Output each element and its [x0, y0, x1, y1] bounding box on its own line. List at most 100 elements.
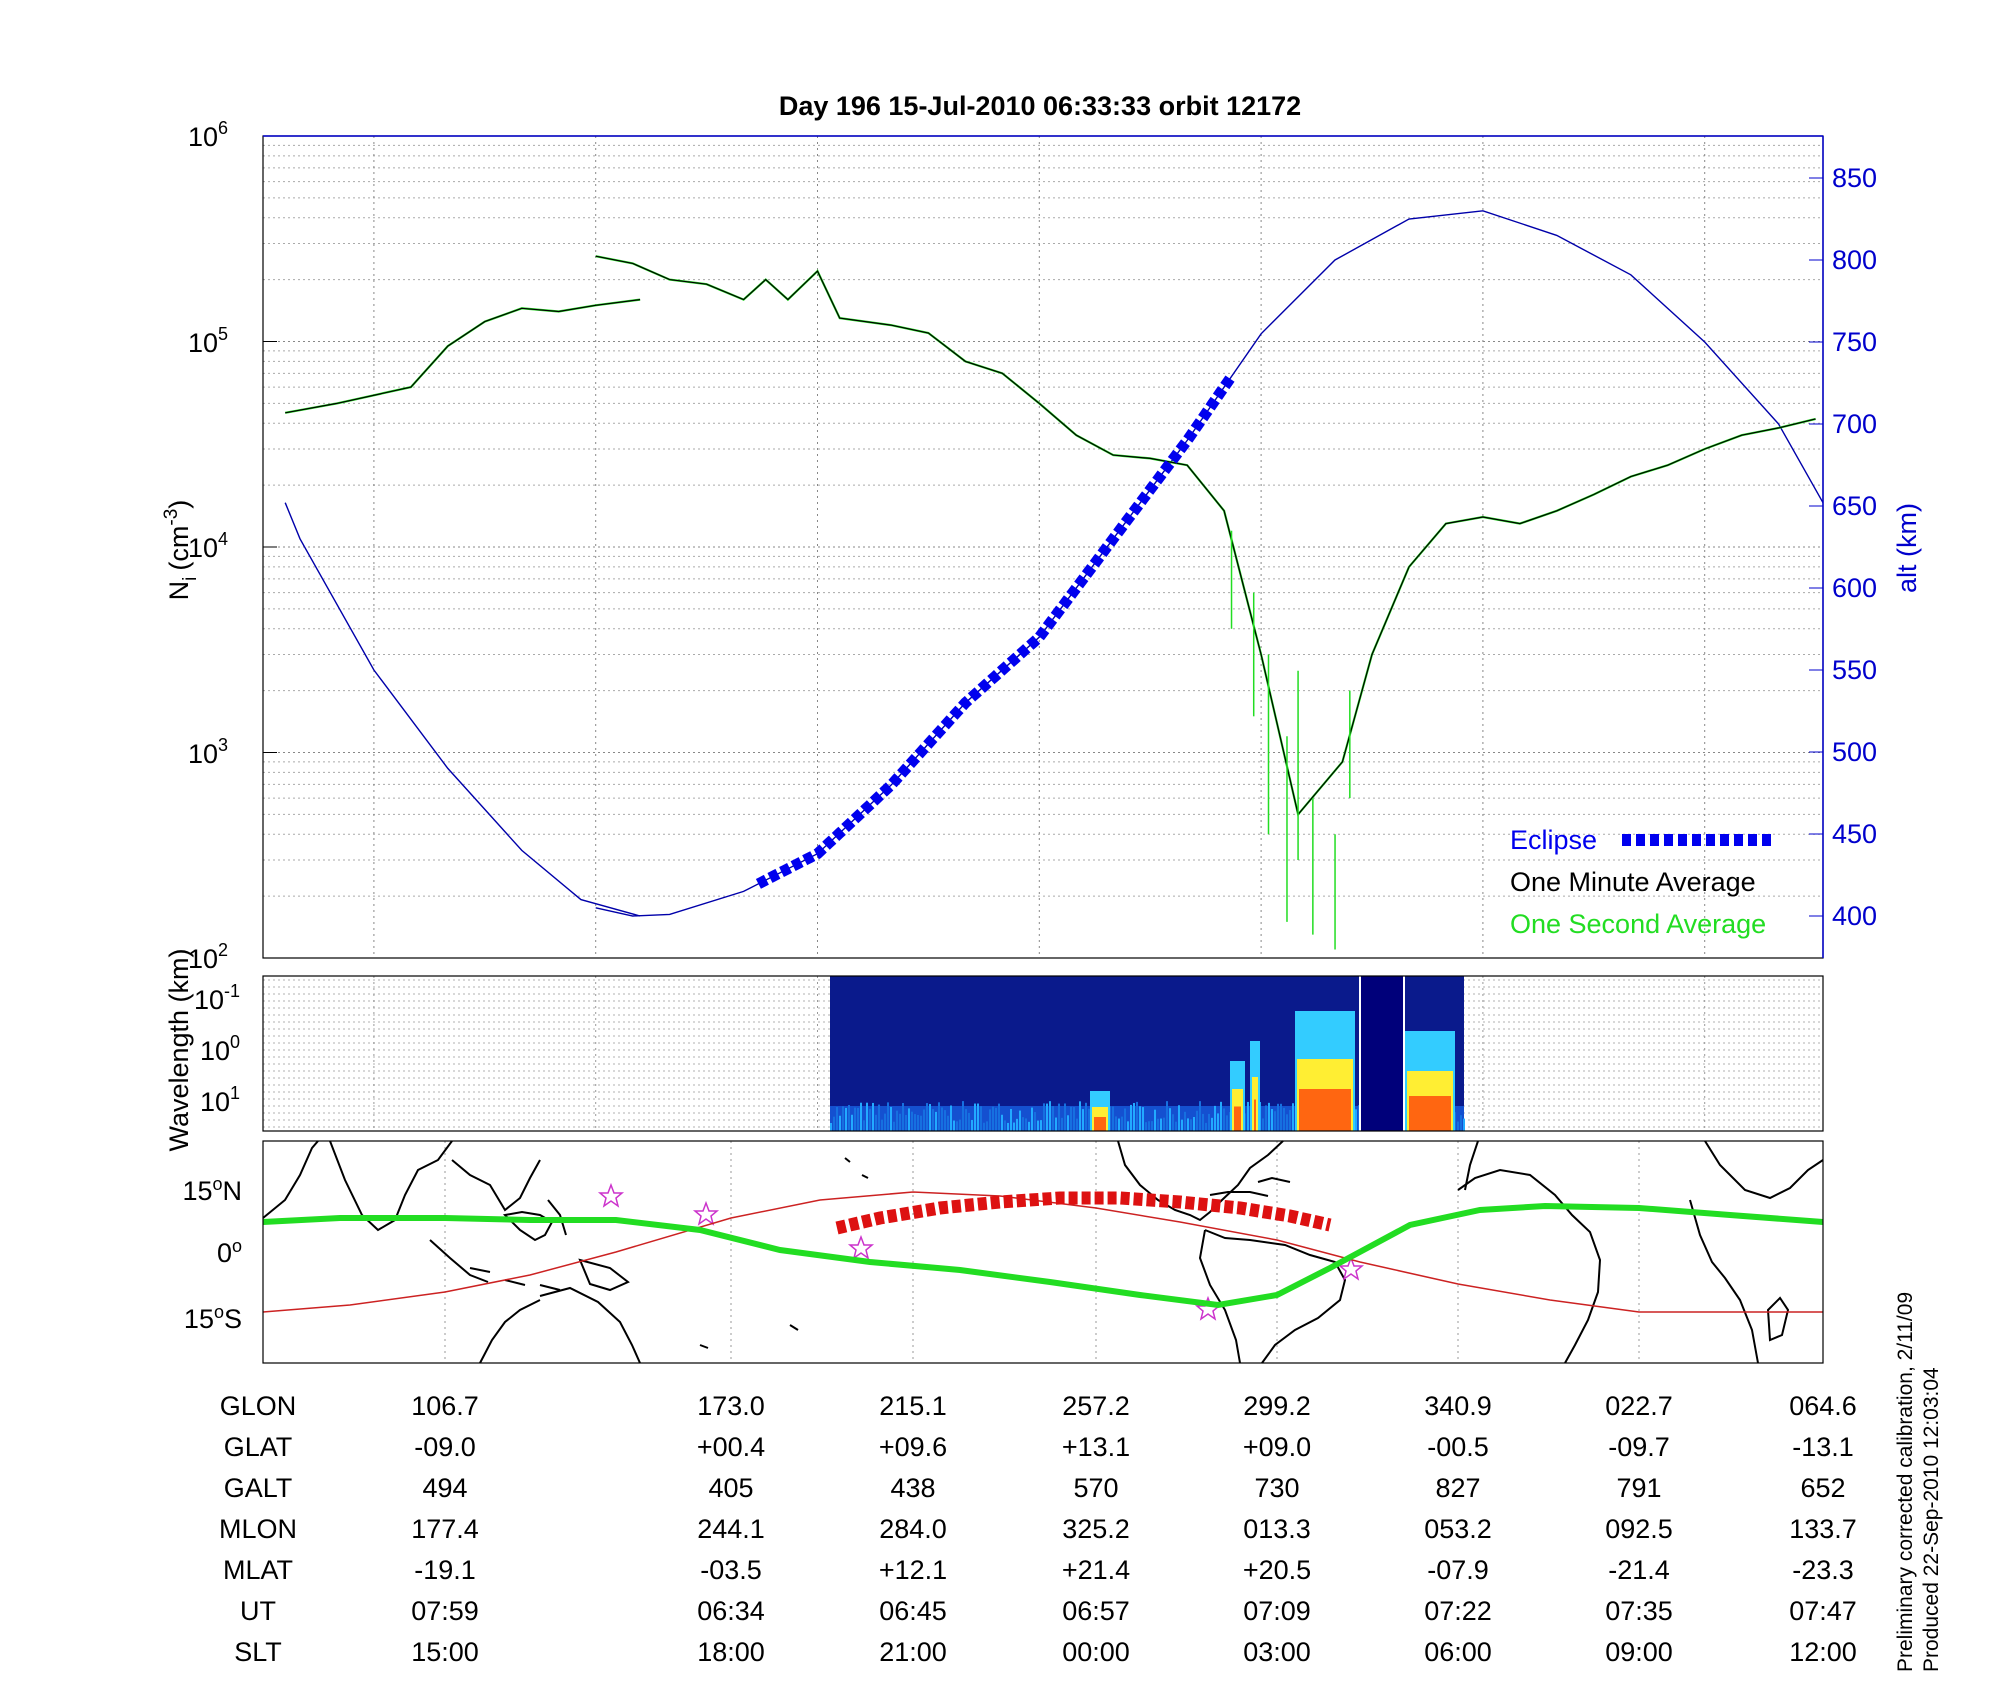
- alt-tick-600: 600: [1832, 573, 1877, 603]
- wavelength-tick-3: 101: [200, 1083, 240, 1117]
- chart-title: Day 196 15-Jul-2010 06:33:33 orbit 12172: [779, 91, 1301, 121]
- spectrogram-column: [1172, 1114, 1174, 1131]
- spectrogram-column: [1208, 1113, 1210, 1131]
- spectrogram-column: [1268, 1102, 1270, 1131]
- spectrogram-column: [926, 1103, 928, 1131]
- map-frame: [262, 1140, 1824, 1364]
- alt-tick-500: 500: [1832, 737, 1877, 767]
- table-cell: 06:57: [1062, 1596, 1130, 1626]
- coastlines: [262, 1140, 1824, 1364]
- spectrogram-column: [869, 1108, 871, 1131]
- spectrogram-frame: [262, 975, 1824, 1132]
- coast-pacific-islands: [699, 1157, 869, 1349]
- density-tick-1e5: 105: [188, 324, 228, 358]
- spectrogram-column: [896, 1110, 898, 1131]
- coast-west-australia: [479, 1299, 541, 1364]
- table-label-mlon: MLON: [219, 1514, 297, 1544]
- production-note: Produced 22-Sep-2010 12:03:04: [1920, 1367, 1943, 1672]
- table-cell: 284.0: [879, 1514, 947, 1544]
- table-cell: 438: [890, 1473, 935, 1503]
- spectrogram-column: [1196, 1110, 1198, 1131]
- alt-tick-650: 650: [1832, 491, 1877, 521]
- spectrogram-column: [1220, 1101, 1222, 1131]
- spectrogram-column: [872, 1102, 874, 1131]
- spectrogram-column: [1073, 1107, 1075, 1131]
- map-tick-15s: 15oS: [184, 1302, 242, 1334]
- spectrogram-column: [1019, 1110, 1021, 1131]
- spectrogram-column: [932, 1109, 934, 1131]
- coast-indochina: [451, 1159, 541, 1212]
- alt-tick-400: 400: [1832, 901, 1877, 931]
- spectrogram-column: [1118, 1118, 1120, 1131]
- table-cell: 340.9: [1424, 1391, 1492, 1421]
- spectrogram-column: [878, 1104, 880, 1131]
- table-cell: 18:00: [697, 1637, 765, 1667]
- spectrogram-column: [965, 1109, 967, 1131]
- table-cell: -23.3: [1792, 1555, 1854, 1585]
- legend-one-minute: One Minute Average: [1510, 867, 1756, 897]
- star-3: [847, 1234, 875, 1260]
- table-cell: -21.4: [1608, 1555, 1670, 1585]
- spectrogram-column: [1277, 1103, 1279, 1131]
- spectrogram-column: [1274, 1111, 1276, 1131]
- spectrogram-column: [1148, 1121, 1150, 1131]
- alt-tick-550: 550: [1832, 655, 1877, 685]
- coast-sumatra: [429, 1239, 489, 1283]
- spectrogram-column: [998, 1103, 1000, 1131]
- density-tick-1e2: 102: [188, 940, 228, 974]
- spectrogram-column: [947, 1115, 949, 1131]
- spectrogram-column: [1034, 1112, 1036, 1131]
- table-cell: 07:22: [1424, 1596, 1492, 1626]
- spectrogram-column: [908, 1108, 910, 1131]
- spectrogram-column: [935, 1111, 937, 1131]
- spectrogram-column: [1157, 1118, 1159, 1131]
- spectrogram-column: [1217, 1113, 1219, 1131]
- spectrogram-column: [977, 1103, 979, 1131]
- alt-tick-800: 800: [1832, 245, 1877, 275]
- spectrogram-column: [1154, 1109, 1156, 1131]
- spectrogram-column: [1058, 1103, 1060, 1131]
- table-cell: +00.4: [697, 1432, 765, 1462]
- alt-tick-700: 700: [1832, 409, 1877, 439]
- spectrogram-column: [1043, 1103, 1045, 1131]
- spectrogram-column: [1160, 1118, 1162, 1131]
- spectrogram-column: [923, 1109, 925, 1131]
- table-cell: 299.2: [1243, 1391, 1311, 1421]
- spectrogram-column: [1226, 1115, 1228, 1131]
- spectrogram-active-hot-5: [1409, 1096, 1451, 1131]
- coast-islands-indo: [469, 1267, 561, 1291]
- star-5: [1337, 1255, 1365, 1281]
- table-label-galt: GALT: [224, 1473, 293, 1503]
- spectrogram-column: [1115, 1116, 1117, 1131]
- spectrogram-column: [1190, 1119, 1192, 1131]
- star-2: [692, 1200, 720, 1226]
- table-cell: 07:35: [1605, 1596, 1673, 1626]
- table-cell: 053.2: [1424, 1514, 1492, 1544]
- spectrogram-column: [857, 1107, 859, 1131]
- map-gridlines: [444, 1141, 1640, 1363]
- spectrogram-column: [1025, 1118, 1027, 1131]
- spectrogram-column: [1202, 1113, 1204, 1131]
- density-ticks: 106 105 104 103 102: [188, 118, 228, 974]
- spectrogram-column: [881, 1119, 883, 1131]
- table-cell: 022.7: [1605, 1391, 1673, 1421]
- spectrogram-column: [1460, 1115, 1462, 1131]
- spectrogram-column: [1127, 1121, 1129, 1131]
- spectrogram-column: [1289, 1110, 1291, 1131]
- table-cell: 244.1: [697, 1514, 765, 1544]
- spectrogram-column: [944, 1110, 946, 1131]
- spectrogram-column: [836, 1106, 838, 1131]
- spectrogram-column: [1151, 1121, 1153, 1131]
- spectrogram-column: [1064, 1103, 1066, 1131]
- table-cell: -07.9: [1427, 1555, 1489, 1585]
- spectrogram-column: [995, 1107, 997, 1131]
- table-cell: 652: [1800, 1473, 1845, 1503]
- spectrogram-column: [1178, 1105, 1180, 1131]
- table-cell: 00:00: [1062, 1637, 1130, 1667]
- spectrogram-column: [992, 1106, 994, 1131]
- spectrogram-column: [1028, 1121, 1030, 1131]
- spectrogram-column: [1010, 1108, 1012, 1131]
- eclipse-ground-track: [835, 1191, 1332, 1235]
- spectrogram-column: [989, 1109, 991, 1131]
